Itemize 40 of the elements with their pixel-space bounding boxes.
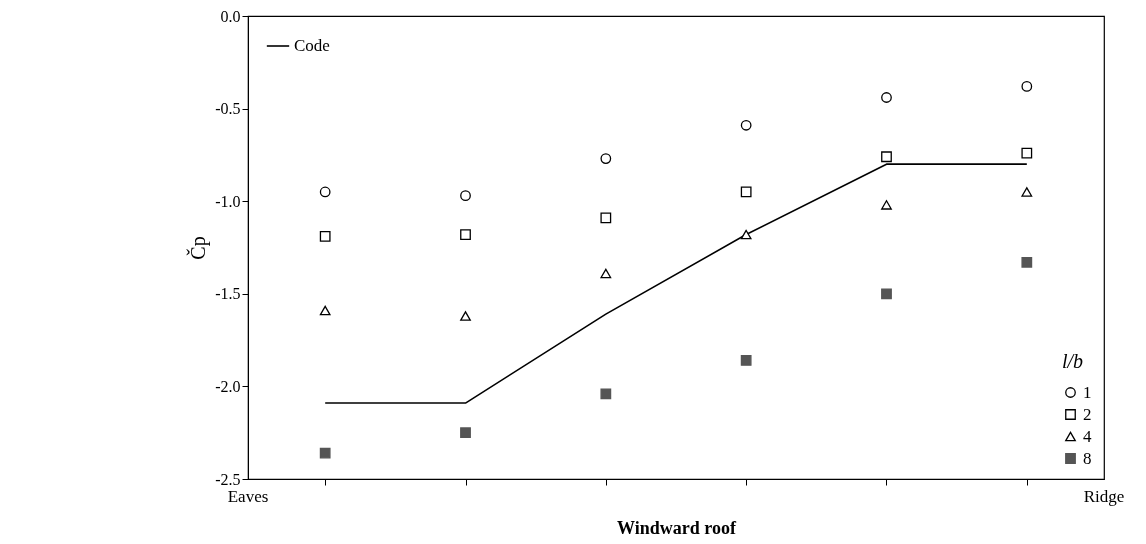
y-tick-label: -2.0 <box>215 377 241 395</box>
legend-label: 4 <box>1083 426 1092 446</box>
point <box>319 186 331 198</box>
legend-label: 2 <box>1083 404 1092 424</box>
point <box>881 200 892 210</box>
point <box>881 92 892 103</box>
point <box>740 186 752 198</box>
point <box>881 151 892 163</box>
point <box>600 153 612 164</box>
text: Ridge <box>1083 487 1125 506</box>
point <box>319 447 331 459</box>
point <box>740 119 752 131</box>
point <box>1021 80 1033 92</box>
x-axis-title: Windward roof <box>617 517 737 538</box>
point <box>740 229 752 240</box>
point <box>1021 187 1033 197</box>
point <box>1021 256 1033 268</box>
point <box>600 388 612 400</box>
point <box>319 305 331 316</box>
y-tick-label: -2.5 <box>215 470 241 488</box>
y-tick-label: -1.5 <box>215 285 241 303</box>
legend-label: Code <box>294 36 330 55</box>
y-axis-title: Čp <box>186 236 211 260</box>
y-tick-label: -0.5 <box>215 100 241 118</box>
point <box>460 190 471 202</box>
point <box>460 427 471 439</box>
point <box>600 212 612 224</box>
y-tick-label: -1.0 <box>215 192 241 210</box>
point <box>740 355 752 366</box>
legend-label: 1 <box>1083 382 1092 402</box>
point <box>600 268 612 279</box>
point <box>319 231 331 242</box>
text: Eaves <box>227 487 269 506</box>
point <box>460 311 471 321</box>
point <box>881 288 892 300</box>
legend-label: 8 <box>1083 448 1092 468</box>
point <box>460 229 471 240</box>
point <box>1021 147 1033 159</box>
y-tick-label: 0.0 <box>220 7 241 25</box>
legend-title: l/b <box>1062 350 1084 372</box>
